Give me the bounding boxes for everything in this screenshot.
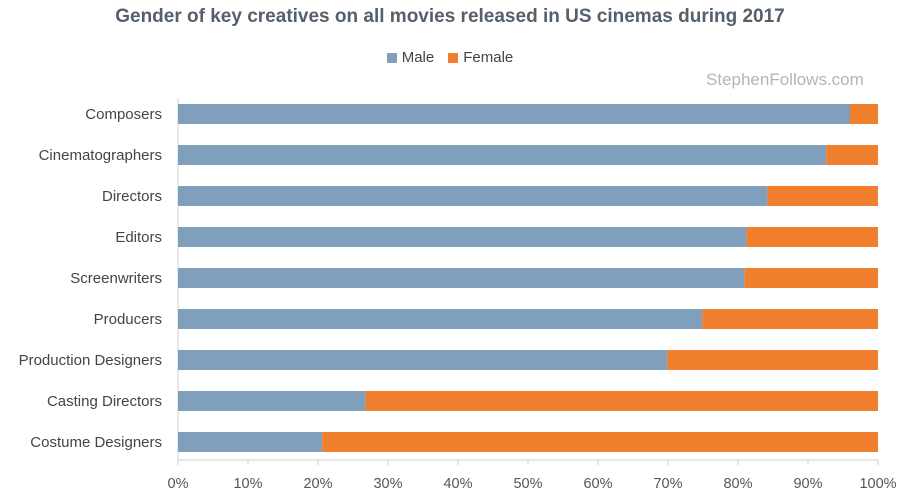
category-label-production-designers: Production Designers	[19, 352, 162, 369]
bar-production-designers-female	[667, 350, 878, 370]
category-label-screenwriters: Screenwriters	[70, 270, 162, 287]
bar-costume-designers-male	[178, 432, 323, 452]
bar-casting-directors-female	[365, 391, 879, 411]
bar-producers-male	[178, 309, 703, 329]
legend-item-female: Female	[448, 49, 513, 66]
x-tick-label: 10%	[233, 476, 262, 492]
category-label-casting-directors: Casting Directors	[47, 393, 162, 410]
x-tick-label: 70%	[653, 476, 682, 492]
category-label-editors: Editors	[115, 229, 162, 246]
bar-editors-female	[746, 227, 878, 247]
legend-swatch-male	[386, 52, 397, 63]
category-label-directors: Directors	[102, 188, 162, 205]
category-label-costume-designers: Costume Designers	[30, 434, 162, 451]
x-tick-label: 60%	[583, 476, 612, 492]
bar-screenwriters-female	[744, 268, 878, 288]
bar-composers-male	[178, 104, 850, 124]
x-tick-label: 80%	[723, 476, 752, 492]
bar-casting-directors-male	[178, 391, 366, 411]
category-label-cinematographers: Cinematographers	[39, 147, 162, 164]
legend-item-male: Male	[386, 49, 435, 66]
bar-directors-female	[767, 186, 878, 206]
bar-composers-female	[850, 104, 878, 124]
bar-production-designers-male	[178, 350, 668, 370]
bar-cinematographers-male	[178, 145, 827, 165]
x-tick-label: 0%	[168, 476, 189, 492]
legend-label-female: Female	[463, 49, 514, 66]
x-tick-label: 90%	[793, 476, 822, 492]
legend-label-male: Male	[401, 49, 435, 66]
bar-cinematographers-female	[826, 145, 878, 165]
bar-screenwriters-male	[178, 268, 745, 288]
x-tick-label: 100%	[859, 476, 896, 492]
bar-costume-designers-female	[322, 432, 878, 452]
x-tick-label: 40%	[443, 476, 472, 492]
bar-producers-female	[702, 309, 878, 329]
legend-swatch-female	[448, 52, 459, 63]
category-label-producers: Producers	[94, 311, 162, 328]
legend: Male Female	[0, 49, 900, 66]
bar-editors-male	[178, 227, 747, 247]
x-tick-label: 20%	[303, 476, 332, 492]
category-label-composers: Composers	[85, 106, 162, 123]
chart-title: Gender of key creatives on all movies re…	[115, 6, 785, 27]
x-tick-label: 50%	[513, 476, 542, 492]
watermark: StephenFollows.com	[706, 70, 864, 89]
x-tick-label: 30%	[373, 476, 402, 492]
bar-directors-male	[178, 186, 768, 206]
